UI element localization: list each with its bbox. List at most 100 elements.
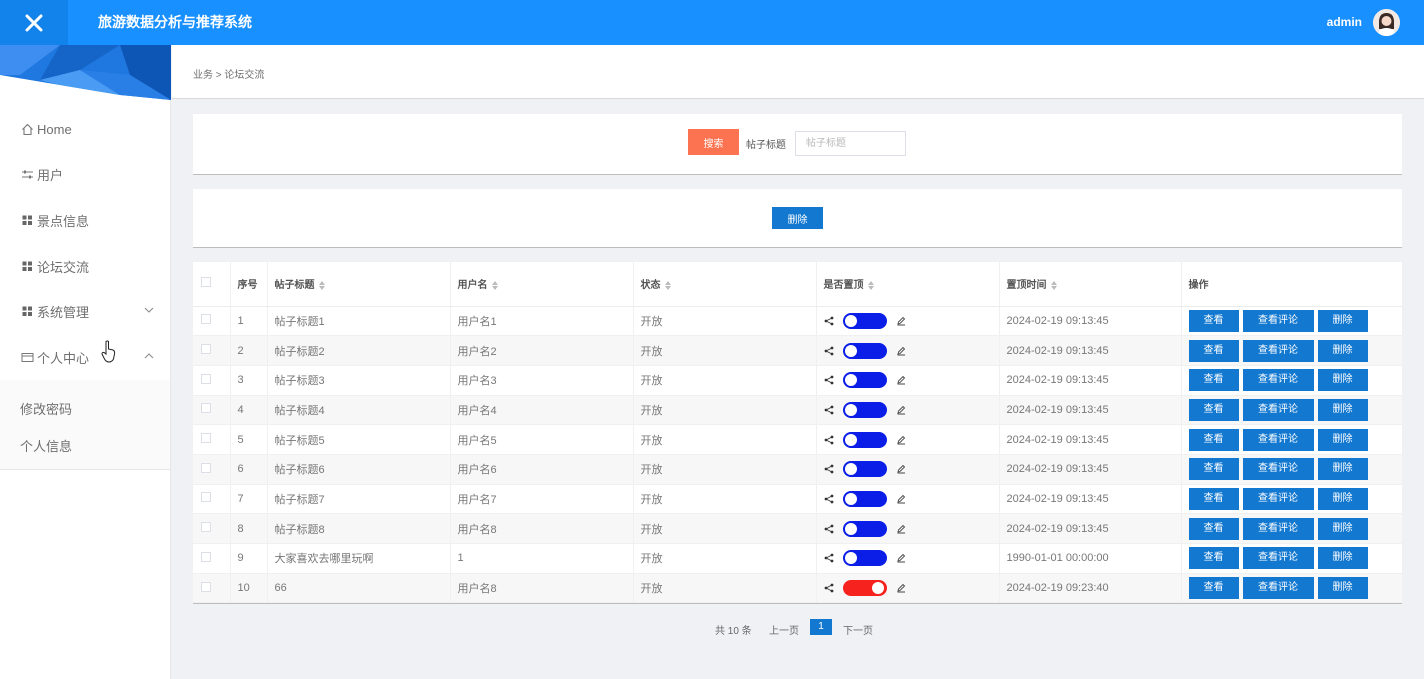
sort-icon[interactable] [867,281,874,291]
bulk-delete-button[interactable]: 删除 [772,207,823,229]
view-button[interactable]: 查看 [1188,517,1239,540]
view-button[interactable]: 查看 [1188,339,1239,362]
edit-icon[interactable] [896,583,906,593]
sort-icon[interactable] [491,281,498,291]
share-icon[interactable] [824,405,834,415]
delete-button[interactable]: 删除 [1317,369,1368,392]
search-button[interactable]: 搜索 [688,129,739,155]
view-button[interactable]: 查看 [1188,369,1239,392]
edit-icon[interactable] [896,316,906,326]
edit-icon[interactable] [896,553,906,563]
pinned-toggle[interactable] [842,342,887,359]
sidebar-item-forum[interactable]: 论坛交流 [0,243,170,289]
select-all-checkbox[interactable] [201,277,211,288]
sort-icon[interactable] [664,281,671,291]
sidebar-item-attractions[interactable]: 景点信息 [0,197,170,243]
column-header[interactable]: 是否置顶 [816,262,1000,307]
delete-button[interactable]: 删除 [1317,577,1368,600]
row-checkbox[interactable] [201,522,211,533]
share-icon[interactable] [824,553,834,563]
view-comments-button[interactable]: 查看评论 [1242,309,1314,332]
share-icon[interactable] [824,524,834,534]
view-button[interactable]: 查看 [1188,487,1239,510]
delete-button[interactable]: 删除 [1317,309,1368,332]
row-checkbox[interactable] [201,462,211,473]
delete-button[interactable]: 删除 [1317,517,1368,540]
pagination-next[interactable]: 下一页 [843,626,873,637]
row-checkbox[interactable] [201,344,211,355]
share-icon[interactable] [824,375,834,385]
row-checkbox[interactable] [201,314,211,325]
delete-button[interactable]: 删除 [1317,458,1368,481]
sidebar-subitem-personal-info[interactable]: 个人信息 [20,439,73,454]
pinned-toggle[interactable] [842,461,887,478]
username[interactable]: admin [1326,15,1362,29]
view-button[interactable]: 查看 [1188,398,1239,421]
edit-icon[interactable] [896,524,906,534]
delete-button[interactable]: 删除 [1317,339,1368,362]
row-checkbox[interactable] [201,373,211,384]
sort-icon[interactable] [1050,281,1057,291]
view-button[interactable]: 查看 [1188,458,1239,481]
view-comments-button[interactable]: 查看评论 [1242,577,1314,600]
row-checkbox[interactable] [201,581,211,592]
view-comments-button[interactable]: 查看评论 [1242,487,1314,510]
view-button[interactable]: 查看 [1188,577,1239,600]
view-button[interactable]: 查看 [1188,309,1239,332]
column-header[interactable]: 帖子标题 [267,262,451,307]
share-icon[interactable] [824,494,834,504]
view-button[interactable]: 查看 [1188,428,1239,451]
sidebar-subitem-change-password[interactable]: 修改密码 [20,402,73,417]
pinned-toggle[interactable] [842,550,887,567]
delete-button[interactable]: 删除 [1317,398,1368,421]
sidebar-item-system[interactable]: 系统管理 [0,288,170,334]
pinned-toggle[interactable] [842,431,887,448]
share-icon[interactable] [824,583,834,593]
avatar[interactable] [1373,9,1400,36]
share-icon[interactable] [824,346,834,356]
row-checkbox[interactable] [201,492,211,503]
table-row: 4 帖子标题4 用户名4 开放 2024-02-19 09:13:45 查看 查看… [193,395,1403,426]
edit-icon[interactable] [896,435,906,445]
share-icon[interactable] [824,435,834,445]
edit-icon[interactable] [896,494,906,504]
edit-icon[interactable] [896,405,906,415]
sidebar-item-home[interactable]: Home [0,106,170,152]
edit-icon[interactable] [896,375,906,385]
search-input[interactable] [795,131,906,156]
row-checkbox[interactable] [201,403,211,414]
sidebar-item-users[interactable]: 用户 [0,151,170,197]
row-checkbox[interactable] [201,551,211,562]
view-comments-button[interactable]: 查看评论 [1242,428,1314,451]
hand-cursor-icon [101,340,116,363]
view-comments-button[interactable]: 查看评论 [1242,517,1314,540]
sidebar-item-profile[interactable]: 个人中心 [0,334,170,380]
sort-icon[interactable] [318,281,325,291]
delete-button[interactable]: 删除 [1317,547,1368,570]
close-menu-button[interactable] [0,0,68,45]
delete-button[interactable]: 删除 [1317,428,1368,451]
column-header[interactable]: 状态 [633,262,817,307]
view-comments-button[interactable]: 查看评论 [1242,369,1314,392]
edit-icon[interactable] [896,464,906,474]
pinned-toggle[interactable] [842,580,887,597]
pinned-toggle[interactable] [842,490,887,507]
view-comments-button[interactable]: 查看评论 [1242,339,1314,362]
pinned-toggle[interactable] [842,520,887,537]
delete-button[interactable]: 删除 [1317,487,1368,510]
view-button[interactable]: 查看 [1188,547,1239,570]
pagination-current-page[interactable]: 1 [810,619,832,635]
column-header[interactable]: 用户名 [450,262,634,307]
row-checkbox[interactable] [201,433,211,444]
edit-icon[interactable] [896,346,906,356]
view-comments-button[interactable]: 查看评论 [1242,458,1314,481]
pagination-prev[interactable]: 上一页 [769,626,799,637]
view-comments-button[interactable]: 查看评论 [1242,398,1314,421]
pinned-toggle[interactable] [842,312,887,329]
pinned-toggle[interactable] [842,401,887,418]
pinned-toggle[interactable] [842,372,887,389]
column-header[interactable]: 置顶时间 [999,262,1182,307]
view-comments-button[interactable]: 查看评论 [1242,547,1314,570]
share-icon[interactable] [824,464,834,474]
share-icon[interactable] [824,316,834,326]
